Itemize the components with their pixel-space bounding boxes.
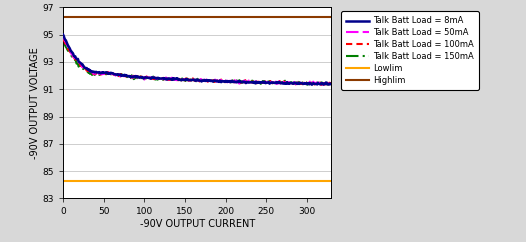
Talk Batt Load = 8mA [255, 81, 261, 84]
Talk Batt Load = 150mA [255, 81, 261, 84]
Lowlim [60, 179, 66, 182]
Talk Batt Load = 100mA [328, 82, 335, 85]
Talk Batt Load = 8mA [166, 77, 173, 80]
Talk Batt Load = 8mA [147, 77, 154, 80]
Talk Batt Load = 8mA [229, 81, 235, 83]
Talk Batt Load = 100mA [229, 80, 235, 83]
Line: Talk Batt Load = 50mA: Talk Batt Load = 50mA [63, 36, 331, 85]
Talk Batt Load = 50mA [255, 81, 261, 83]
Line: Talk Batt Load = 150mA: Talk Batt Load = 150mA [63, 40, 331, 85]
Talk Batt Load = 150mA [166, 78, 173, 81]
Talk Batt Load = 150mA [147, 77, 154, 80]
Talk Batt Load = 50mA [328, 82, 335, 85]
Talk Batt Load = 8mA [254, 81, 260, 84]
Lowlim [61, 179, 67, 182]
Highlim [61, 15, 67, 18]
Talk Batt Load = 150mA [92, 72, 98, 75]
Talk Batt Load = 50mA [229, 81, 235, 84]
Talk Batt Load = 50mA [327, 83, 333, 86]
Talk Batt Load = 8mA [309, 83, 315, 86]
Talk Batt Load = 50mA [92, 73, 98, 76]
Talk Batt Load = 100mA [255, 80, 261, 83]
Highlim [60, 15, 66, 18]
Talk Batt Load = 8mA [92, 71, 98, 74]
Talk Batt Load = 100mA [254, 82, 260, 85]
Legend: Talk Batt Load = 8mA, Talk Batt Load = 50mA, Talk Batt Load = 100mA, Talk Batt L: Talk Batt Load = 8mA, Talk Batt Load = 5… [341, 11, 479, 90]
Talk Batt Load = 50mA [166, 78, 173, 81]
Talk Batt Load = 50mA [60, 35, 66, 38]
Talk Batt Load = 50mA [254, 80, 260, 83]
Talk Batt Load = 100mA [60, 38, 66, 41]
Talk Batt Load = 100mA [147, 77, 154, 80]
Line: Talk Batt Load = 8mA: Talk Batt Load = 8mA [63, 35, 331, 85]
Talk Batt Load = 100mA [325, 84, 331, 87]
Talk Batt Load = 150mA [325, 83, 331, 86]
Talk Batt Load = 150mA [229, 79, 235, 82]
Talk Batt Load = 100mA [92, 71, 98, 74]
Talk Batt Load = 150mA [60, 39, 66, 42]
Talk Batt Load = 8mA [60, 33, 66, 36]
Talk Batt Load = 150mA [254, 82, 260, 85]
Line: Talk Batt Load = 100mA: Talk Batt Load = 100mA [63, 39, 331, 85]
Talk Batt Load = 100mA [166, 78, 173, 81]
Talk Batt Load = 50mA [147, 76, 154, 79]
Talk Batt Load = 150mA [328, 81, 335, 83]
Y-axis label: -90V OUTPUT VOLTAGE: -90V OUTPUT VOLTAGE [30, 47, 40, 159]
X-axis label: -90V OUTPUT CURRENT: -90V OUTPUT CURRENT [139, 219, 255, 229]
Talk Batt Load = 8mA [328, 83, 335, 85]
